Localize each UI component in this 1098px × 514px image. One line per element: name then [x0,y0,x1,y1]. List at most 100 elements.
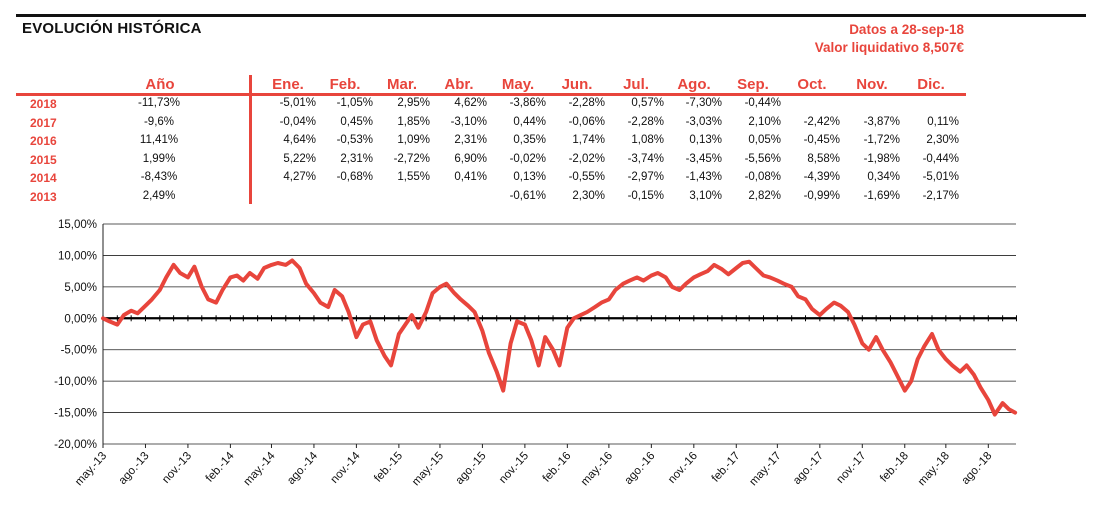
x-tick-label: may.-14 [242,450,279,489]
monthly-return: 0,13% [513,171,546,184]
nav-label: Valor liquidativo 8,507€ [814,40,964,55]
monthly-return: 4,64% [283,134,316,147]
month-header: Nov. [856,76,888,93]
y-tick-label: -20,00% [54,439,97,451]
month-header: Ago. [677,76,711,93]
monthly-return: -2,28% [568,97,605,109]
monthly-return: 0,41% [454,171,487,184]
monthly-return: -5,01% [922,171,959,184]
x-tick-label: may.-13 [73,450,109,488]
x-tick-label: nov.-13 [160,450,194,486]
month-header: Oct. [797,76,827,93]
annual-return: -8,43% [140,171,178,184]
monthly-return: -0,06% [568,115,605,128]
monthly-return: 3,10% [689,190,722,202]
x-tick-label: may.-16 [579,450,615,488]
monthly-return: -0,04% [279,115,316,128]
monthly-return: -2,97% [627,171,664,184]
monthly-return: 5,22% [283,152,316,165]
y-tick-label: 5,00% [64,282,97,294]
month-header: Feb. [329,76,361,93]
monthly-return: 0,57% [631,97,664,109]
x-tick-label: feb.-14 [204,450,237,485]
month-header: Abr. [444,76,474,93]
monthly-return: -0,15% [627,190,664,202]
monthly-return: -1,98% [863,152,900,165]
monthly-return: 1,09% [397,134,430,147]
x-tick-label: ago.-15 [454,450,489,487]
monthly-return: 0,34% [867,171,900,184]
x-tick-label: ago.-14 [285,450,320,487]
monthly-return: -0,99% [803,190,840,202]
x-tick-label: feb.-17 [710,450,743,485]
month-header: Jun. [561,76,593,93]
header-underline [16,93,966,96]
monthly-return: 0,11% [927,115,959,128]
y-tick-label: 15,00% [58,219,97,231]
x-tick-label: may.-17 [747,450,783,488]
monthly-return: -3,74% [627,152,664,165]
x-tick-label: ago.-17 [791,450,826,487]
series-line [101,258,1018,417]
monthly-return: 2,95% [397,97,430,109]
monthly-return: 1,08% [631,134,664,147]
monthly-return: -3,10% [450,115,487,128]
monthly-return: 2,82% [748,190,781,202]
annual-return: -11,73% [138,97,180,109]
y-tick-label: -10,00% [54,376,97,388]
annual-return: -9,6% [143,115,175,128]
monthly-return: 2,31% [340,152,373,165]
monthly-return: 0,13% [689,134,722,147]
monthly-return: -3,86% [509,97,546,109]
monthly-return: -5,56% [744,152,781,165]
monthly-return: 1,55% [397,171,430,184]
x-tick-label: nov.-16 [666,450,700,486]
annual-return: 11,41% [139,134,179,147]
monthly-return: -1,05% [336,97,373,109]
monthly-return: -5,01% [279,97,316,109]
x-tick-label: ago.-13 [117,450,152,487]
monthly-return: -3,03% [685,115,722,128]
x-tick-label: ago.-18 [960,450,995,487]
x-tick-label: may.-15 [410,450,446,488]
monthly-return: -0,55% [568,171,605,184]
month-header: Ene. [272,76,304,93]
row-year: 2016 [30,134,57,149]
x-tick-label: ago.-16 [623,450,658,487]
monthly-return: -0,45% [803,134,840,147]
column-separator [249,75,252,204]
monthly-return: 4,62% [454,97,487,109]
x-tick-label: nov.-14 [329,450,363,486]
monthly-return: 4,27% [283,171,316,184]
month-header: May. [501,76,535,93]
monthly-return: -0,44% [744,97,781,109]
monthly-return: 2,31% [454,134,487,147]
monthly-return: -0,53% [336,134,373,147]
page-title: EVOLUCIÓN HISTÓRICA [22,20,202,37]
row-year: 2014 [30,171,57,186]
monthly-return: 8,58% [807,152,840,165]
monthly-return: -0,61% [509,190,546,202]
annual-return: 2,49% [142,190,176,202]
monthly-return: -4,39% [803,171,840,184]
row-year: 2015 [30,152,57,167]
monthly-return: -0,08% [744,171,781,184]
y-tick-label: 10,00% [58,250,97,262]
monthly-return: 0,05% [748,134,781,147]
x-tick-label: feb.-16 [541,450,574,485]
x-tick-label: nov.-17 [835,450,869,486]
row-year: 2018 [30,97,57,111]
monthly-return: 0,45% [340,115,373,128]
monthly-return: 2,30% [926,134,959,147]
monthly-return: 0,35% [513,134,546,147]
monthly-return: 1,74% [572,134,605,147]
monthly-return: 1,85% [397,115,430,128]
x-tick-label: nov.-15 [497,450,531,486]
monthly-return: -2,02% [568,152,605,165]
month-header: Sep. [737,76,769,93]
y-tick-label: -5,00% [61,345,97,357]
x-tick-label: may.-18 [916,450,952,488]
monthly-return: -2,17% [922,190,959,202]
monthly-return: -3,45% [685,152,722,165]
